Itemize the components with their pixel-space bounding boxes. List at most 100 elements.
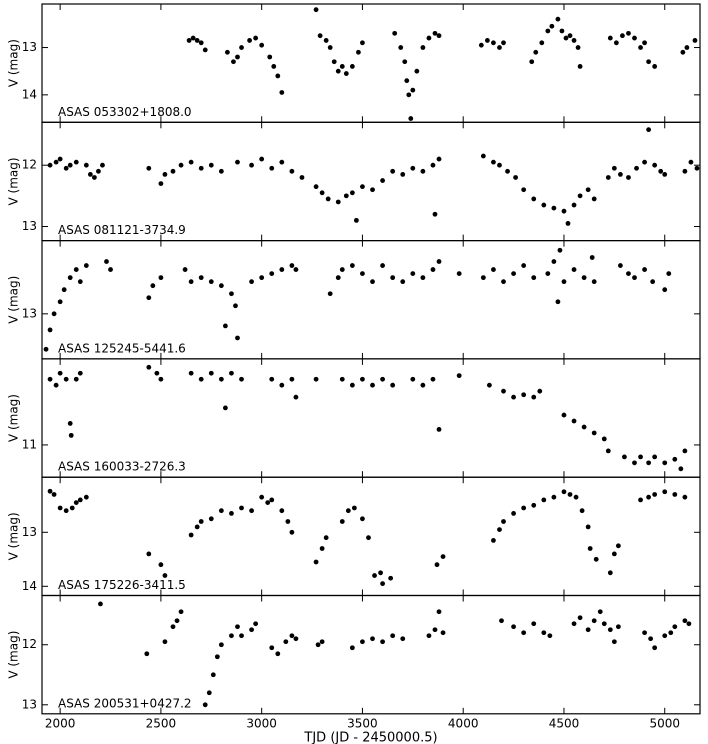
data-point — [83, 494, 89, 500]
data-point — [420, 275, 426, 281]
data-point — [531, 394, 537, 400]
data-point — [611, 639, 617, 645]
data-point — [642, 630, 647, 636]
data-point — [486, 382, 492, 388]
data-point — [563, 35, 569, 41]
data-point — [289, 633, 295, 639]
data-point — [247, 38, 252, 43]
data-point — [198, 275, 204, 281]
data-point — [620, 33, 625, 39]
data-point — [390, 275, 396, 281]
data-point — [57, 370, 63, 376]
data-point — [611, 165, 617, 171]
y-axis-label: V (mag) — [7, 394, 21, 442]
data-point — [51, 492, 57, 497]
data-point — [349, 263, 355, 268]
data-point — [208, 370, 214, 376]
data-point — [331, 59, 337, 65]
data-point — [434, 562, 440, 568]
data-point — [549, 23, 555, 29]
data-point — [279, 267, 285, 272]
data-point — [521, 630, 527, 636]
data-point — [551, 259, 557, 264]
data-point — [577, 193, 583, 199]
data-point — [591, 430, 597, 436]
data-point — [77, 279, 83, 285]
data-point — [668, 630, 674, 636]
data-point — [410, 271, 416, 276]
data-point — [57, 505, 63, 511]
data-point — [57, 156, 63, 162]
data-point — [275, 73, 281, 79]
data-point — [505, 168, 510, 174]
data-point — [501, 519, 506, 524]
data-point — [581, 424, 587, 430]
data-point — [289, 529, 295, 535]
data-point — [662, 489, 668, 495]
data-point — [154, 370, 160, 376]
data-point — [265, 500, 271, 505]
data-point — [259, 494, 265, 500]
data-point — [319, 190, 325, 196]
data-point — [47, 376, 53, 382]
data-point — [279, 90, 285, 95]
data-point — [480, 153, 486, 159]
data-point — [585, 627, 591, 633]
data-point — [436, 259, 442, 264]
data-point — [390, 168, 396, 174]
data-point — [208, 516, 214, 522]
data-point — [279, 159, 285, 165]
y-tick-label: 12 — [22, 158, 37, 172]
data-point — [360, 40, 365, 46]
data-point — [686, 621, 692, 627]
data-point — [325, 196, 331, 202]
data-point — [100, 162, 105, 168]
data-point — [531, 621, 537, 627]
data-point — [605, 448, 611, 454]
data-point — [662, 633, 668, 639]
data-point — [182, 267, 188, 272]
data-point — [521, 392, 527, 398]
data-point — [327, 291, 333, 297]
data-point — [170, 168, 176, 174]
data-point — [283, 639, 289, 645]
data-point — [188, 279, 194, 285]
data-point — [555, 299, 561, 305]
data-point — [178, 609, 184, 615]
data-point — [351, 505, 357, 511]
data-point — [440, 630, 446, 636]
data-point — [208, 162, 214, 168]
data-point — [497, 45, 502, 50]
data-point — [327, 45, 333, 50]
data-point — [323, 535, 329, 541]
data-point — [343, 193, 349, 199]
x-tick-label: 3000 — [246, 716, 277, 730]
data-point — [430, 267, 436, 272]
data-point — [551, 205, 557, 211]
data-point — [269, 376, 275, 382]
data-point — [293, 267, 299, 272]
data-point — [541, 202, 547, 208]
data-point — [339, 376, 345, 382]
data-point — [642, 159, 647, 165]
data-point — [360, 639, 365, 645]
x-tick-label: 3500 — [347, 716, 378, 730]
data-point — [218, 168, 224, 174]
data-point — [648, 636, 654, 642]
data-point — [646, 59, 652, 65]
data-point — [146, 295, 152, 301]
data-point — [605, 175, 611, 180]
data-point — [561, 412, 567, 418]
panel-label: ASAS 081121-3734.9 — [58, 223, 186, 237]
data-point — [557, 247, 563, 253]
data-point — [170, 624, 176, 630]
data-point — [194, 524, 200, 530]
data-point — [144, 651, 150, 657]
panel-label: ASAS 160033-2726.3 — [58, 460, 186, 474]
data-point — [47, 488, 53, 494]
panel-label: ASAS 175226-3411.5 — [58, 578, 186, 592]
data-point — [198, 376, 204, 382]
data-point — [356, 49, 361, 55]
data-point — [253, 621, 259, 627]
data-point — [571, 621, 577, 627]
